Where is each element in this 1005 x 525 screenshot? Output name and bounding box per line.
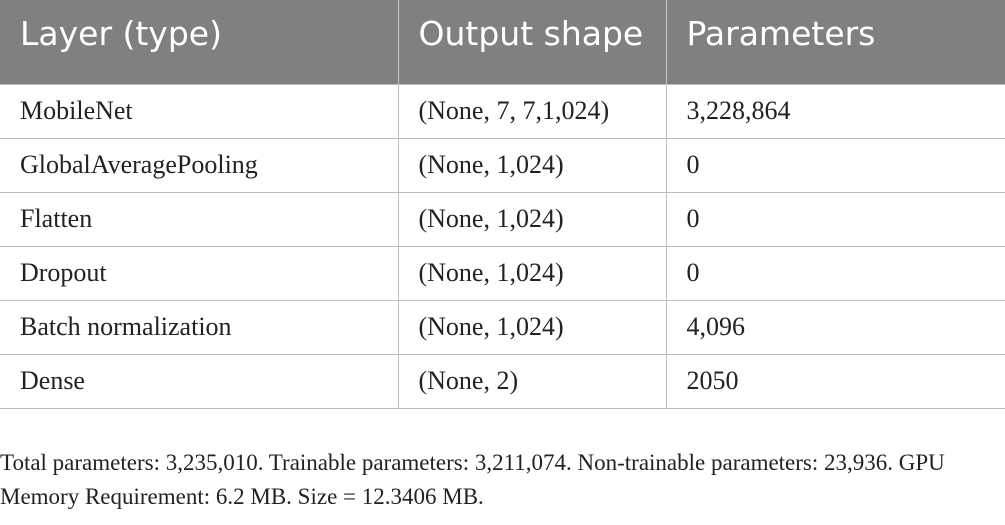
cell-params: 2050 (665, 353, 1005, 409)
cell-shape: (None, 7, 7,1,024) (397, 83, 667, 139)
table-body: MobileNet (None, 7, 7,1,024) 3,228,864 G… (0, 83, 1005, 409)
cell-layer: Flatten (0, 191, 399, 247)
cell-params: 3,228,864 (665, 83, 1005, 139)
table-row: Batch normalization (None, 1,024) 4,096 (0, 299, 1005, 355)
cell-layer: MobileNet (0, 83, 399, 139)
table-row: Dropout (None, 1,024) 0 (0, 245, 1005, 301)
header-row: Layer (type) Output shape Parameters (0, 0, 1005, 84)
cell-params: 0 (665, 137, 1005, 193)
header-parameters: Parameters (665, 0, 1005, 84)
cell-params: 4,096 (665, 299, 1005, 355)
table-row: Dense (None, 2) 2050 (0, 353, 1005, 409)
cell-shape: (None, 1,024) (397, 191, 667, 247)
model-summary-table: Layer (type) Output shape Parameters Mob… (0, 0, 1005, 409)
cell-layer: Dropout (0, 245, 399, 301)
header-layer-type: Layer (type) (0, 0, 399, 84)
cell-layer: Dense (0, 353, 399, 409)
header-output-shape: Output shape (397, 0, 667, 84)
cell-layer: Batch normalization (0, 299, 399, 355)
table-row: Flatten (None, 1,024) 0 (0, 191, 1005, 247)
cell-shape: (None, 1,024) (397, 137, 667, 193)
cell-shape: (None, 1,024) (397, 245, 667, 301)
cell-layer: GlobalAveragePooling (0, 137, 399, 193)
table-row: GlobalAveragePooling (None, 1,024) 0 (0, 137, 1005, 193)
cell-shape: (None, 2) (397, 353, 667, 409)
table-footnote: Total parameters: 3,235,010. Trainable p… (0, 450, 945, 509)
cell-params: 0 (665, 191, 1005, 247)
cell-shape: (None, 1,024) (397, 299, 667, 355)
cell-params: 0 (665, 245, 1005, 301)
table-row: MobileNet (None, 7, 7,1,024) 3,228,864 (0, 83, 1005, 139)
table-header: Layer (type) Output shape Parameters (0, 0, 1005, 84)
